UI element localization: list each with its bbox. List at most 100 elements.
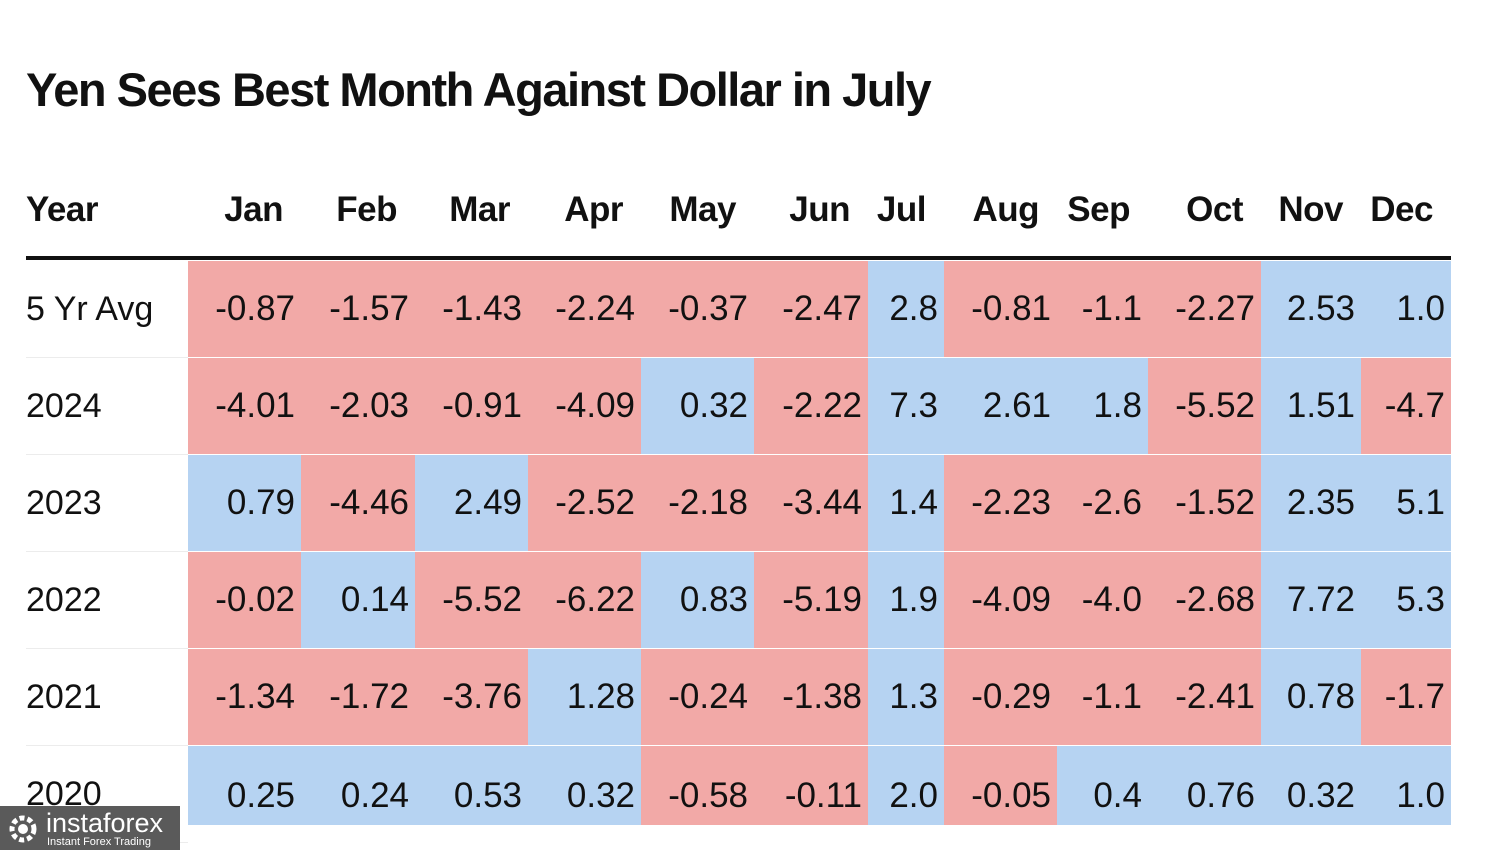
- column-header-aug: Aug: [972, 190, 1039, 229]
- row-label: 2023: [26, 483, 102, 522]
- column-header-nov: Nov: [1278, 190, 1343, 229]
- table-cell-dec: 1.0: [1361, 261, 1451, 357]
- table-cell-jun: -2.47: [754, 261, 868, 357]
- table-cell-nov: 0.32: [1261, 746, 1361, 825]
- table-cell-feb: 0.14: [301, 552, 415, 648]
- row-divider: [26, 357, 188, 358]
- table-cell-aug: 2.61: [944, 358, 1057, 454]
- header-rule: [26, 256, 1451, 260]
- table-cell-aug: -0.05: [944, 746, 1057, 825]
- column-header-jul: Jul: [876, 190, 927, 229]
- table-cell-jun: -1.38: [754, 649, 868, 745]
- row-divider: [26, 648, 188, 649]
- table-cell-sep: 0.4: [1057, 746, 1148, 825]
- table-cell-nov: 2.35: [1261, 455, 1361, 551]
- table-cell-may: 0.32: [641, 358, 754, 454]
- column-header-mar: Mar: [449, 190, 510, 229]
- column-header-jan: Jan: [224, 190, 283, 229]
- table-cell-dec: 5.3: [1361, 552, 1451, 648]
- table-cell-nov: 0.78: [1261, 649, 1361, 745]
- table-cell-mar: 2.49: [415, 455, 528, 551]
- table-cell-oct: -1.52: [1148, 455, 1261, 551]
- table-cell-sep: -2.6: [1057, 455, 1148, 551]
- column-header-may: May: [669, 190, 736, 229]
- watermark-name: instaforex: [46, 808, 164, 838]
- table-cell-aug: -4.09: [944, 552, 1057, 648]
- gear-logo-icon: [6, 812, 40, 851]
- row-divider: [26, 551, 188, 552]
- table-cell-aug: -0.81: [944, 261, 1057, 357]
- table-cell-may: 0.83: [641, 552, 754, 648]
- table-cell-feb: -1.72: [301, 649, 415, 745]
- table-cell-apr: -2.52: [528, 455, 641, 551]
- table-cell-jun: -3.44: [754, 455, 868, 551]
- table-cell-apr: -4.09: [528, 358, 641, 454]
- table-cell-oct: -2.27: [1148, 261, 1261, 357]
- table-cell-mar: -1.43: [415, 261, 528, 357]
- column-header-year: Year: [26, 190, 98, 229]
- table-cell-mar: -5.52: [415, 552, 528, 648]
- table-cell-may: -0.24: [641, 649, 754, 745]
- table-cell-jul: 1.4: [868, 455, 944, 551]
- table-cell-sep: -4.0: [1057, 552, 1148, 648]
- table-cell-oct: -5.52: [1148, 358, 1261, 454]
- table-cell-apr: 0.32: [528, 746, 641, 825]
- table-cell-oct: -2.41: [1148, 649, 1261, 745]
- table-cell-sep: 1.8: [1057, 358, 1148, 454]
- table-cell-dec: -4.7: [1361, 358, 1451, 454]
- table-cell-apr: 1.28: [528, 649, 641, 745]
- row-divider: [26, 745, 188, 746]
- row-label: 2022: [26, 580, 102, 619]
- table-cell-jul: 7.3: [868, 358, 944, 454]
- table-cell-sep: -1.1: [1057, 649, 1148, 745]
- table-cell-apr: -2.24: [528, 261, 641, 357]
- table-cell-aug: -0.29: [944, 649, 1057, 745]
- row-label: 5 Yr Avg: [26, 289, 154, 328]
- row-divider: [26, 454, 188, 455]
- watermark-tagline: Instant Forex Trading: [47, 836, 151, 848]
- table-cell-jun: -2.22: [754, 358, 868, 454]
- table-cell-dec: 5.1: [1361, 455, 1451, 551]
- table-cell-dec: -1.7: [1361, 649, 1451, 745]
- table-cell-jan: -4.01: [188, 358, 301, 454]
- row-label: 2021: [26, 677, 102, 716]
- column-header-oct: Oct: [1186, 190, 1243, 229]
- watermark: instaforex Instant Forex Trading: [0, 806, 180, 850]
- column-header-jun: Jun: [789, 190, 850, 229]
- table-cell-nov: 1.51: [1261, 358, 1361, 454]
- table-cell-jan: 0.79: [188, 455, 301, 551]
- table-cell-feb: -2.03: [301, 358, 415, 454]
- table-cell-jul: 1.9: [868, 552, 944, 648]
- table-cell-jun: -0.11: [754, 746, 868, 825]
- column-header-feb: Feb: [336, 190, 397, 229]
- table-cell-jul: 2.0: [868, 746, 944, 825]
- table-cell-nov: 2.53: [1261, 261, 1361, 357]
- table-cell-feb: 0.24: [301, 746, 415, 825]
- table-cell-jan: -0.02: [188, 552, 301, 648]
- table-cell-feb: -1.57: [301, 261, 415, 357]
- chart-title: Yen Sees Best Month Against Dollar in Ju…: [26, 63, 932, 116]
- table-cell-mar: -0.91: [415, 358, 528, 454]
- table-cell-may: -0.37: [641, 261, 754, 357]
- table-cell-dec: 1.0: [1361, 746, 1451, 825]
- table-cell-feb: -4.46: [301, 455, 415, 551]
- table-cell-nov: 7.72: [1261, 552, 1361, 648]
- table-cell-aug: -2.23: [944, 455, 1057, 551]
- table-cell-jan: 0.25: [188, 746, 301, 825]
- table-cell-sep: -1.1: [1057, 261, 1148, 357]
- table-cell-jul: 2.8: [868, 261, 944, 357]
- column-header-apr: Apr: [564, 190, 623, 229]
- table-cell-mar: 0.53: [415, 746, 528, 825]
- table-cell-jun: -5.19: [754, 552, 868, 648]
- table-cell-mar: -3.76: [415, 649, 528, 745]
- table-cell-may: -0.58: [641, 746, 754, 825]
- table-cell-jul: 1.3: [868, 649, 944, 745]
- column-header-dec: Dec: [1370, 190, 1433, 229]
- table-cell-apr: -6.22: [528, 552, 641, 648]
- table-cell-jan: -1.34: [188, 649, 301, 745]
- row-label: 2024: [26, 386, 102, 425]
- column-header-sep: Sep: [1067, 190, 1130, 229]
- table-cell-oct: 0.76: [1148, 746, 1261, 825]
- table-cell-oct: -2.68: [1148, 552, 1261, 648]
- table-cell-may: -2.18: [641, 455, 754, 551]
